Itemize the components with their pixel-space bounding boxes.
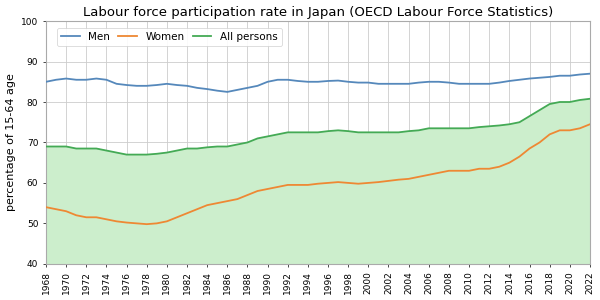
Women [576, 127, 583, 130]
Line: All persons: All persons [46, 99, 590, 154]
All persons [123, 153, 130, 156]
Men [536, 76, 543, 80]
Women [536, 141, 543, 144]
Men [143, 84, 151, 88]
Women [254, 189, 261, 193]
Men [586, 72, 593, 76]
Y-axis label: percentage of 15-64 age: percentage of 15-64 age [5, 74, 16, 212]
All persons [254, 136, 261, 140]
All persons [576, 98, 583, 102]
Women [143, 222, 151, 226]
Title: Labour force participation rate in Japan (OECD Labour Force Statistics): Labour force participation rate in Japan… [83, 6, 553, 19]
Men [43, 80, 50, 84]
Men [224, 90, 231, 94]
Line: Women: Women [46, 124, 590, 224]
Women [153, 222, 160, 225]
Men [576, 73, 583, 76]
All persons [586, 97, 593, 101]
Legend: Men, Women, All persons: Men, Women, All persons [56, 28, 281, 46]
Women [184, 212, 191, 215]
All persons [184, 147, 191, 150]
Women [43, 206, 50, 209]
Men [173, 83, 181, 87]
Line: Men: Men [46, 74, 590, 92]
All persons [103, 149, 110, 152]
All persons [43, 145, 50, 148]
All persons [153, 152, 160, 156]
Women [586, 122, 593, 126]
All persons [536, 108, 543, 112]
Men [103, 78, 110, 82]
Women [103, 218, 110, 221]
Men [254, 84, 261, 88]
